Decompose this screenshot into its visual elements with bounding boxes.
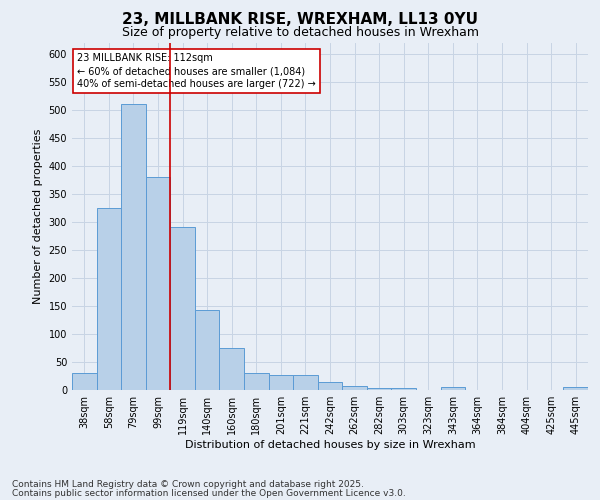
Text: 23 MILLBANK RISE: 112sqm
← 60% of detached houses are smaller (1,084)
40% of sem: 23 MILLBANK RISE: 112sqm ← 60% of detach…: [77, 53, 316, 90]
Text: Contains HM Land Registry data © Crown copyright and database right 2025.: Contains HM Land Registry data © Crown c…: [12, 480, 364, 489]
Bar: [391, 388, 416, 390]
Bar: [97, 208, 121, 390]
Bar: [367, 388, 391, 390]
Bar: [342, 386, 367, 390]
Bar: [244, 373, 269, 390]
Bar: [318, 382, 342, 390]
Bar: [195, 310, 220, 390]
Bar: [170, 228, 195, 390]
Bar: [440, 387, 465, 390]
Bar: [121, 104, 146, 390]
X-axis label: Distribution of detached houses by size in Wrexham: Distribution of detached houses by size …: [185, 440, 475, 450]
Text: Contains public sector information licensed under the Open Government Licence v3: Contains public sector information licen…: [12, 489, 406, 498]
Bar: [220, 348, 244, 390]
Bar: [293, 375, 318, 390]
Bar: [563, 387, 588, 390]
Bar: [269, 375, 293, 390]
Y-axis label: Number of detached properties: Number of detached properties: [33, 128, 43, 304]
Bar: [146, 177, 170, 390]
Text: Size of property relative to detached houses in Wrexham: Size of property relative to detached ho…: [121, 26, 479, 39]
Text: 23, MILLBANK RISE, WREXHAM, LL13 0YU: 23, MILLBANK RISE, WREXHAM, LL13 0YU: [122, 12, 478, 28]
Bar: [72, 373, 97, 390]
